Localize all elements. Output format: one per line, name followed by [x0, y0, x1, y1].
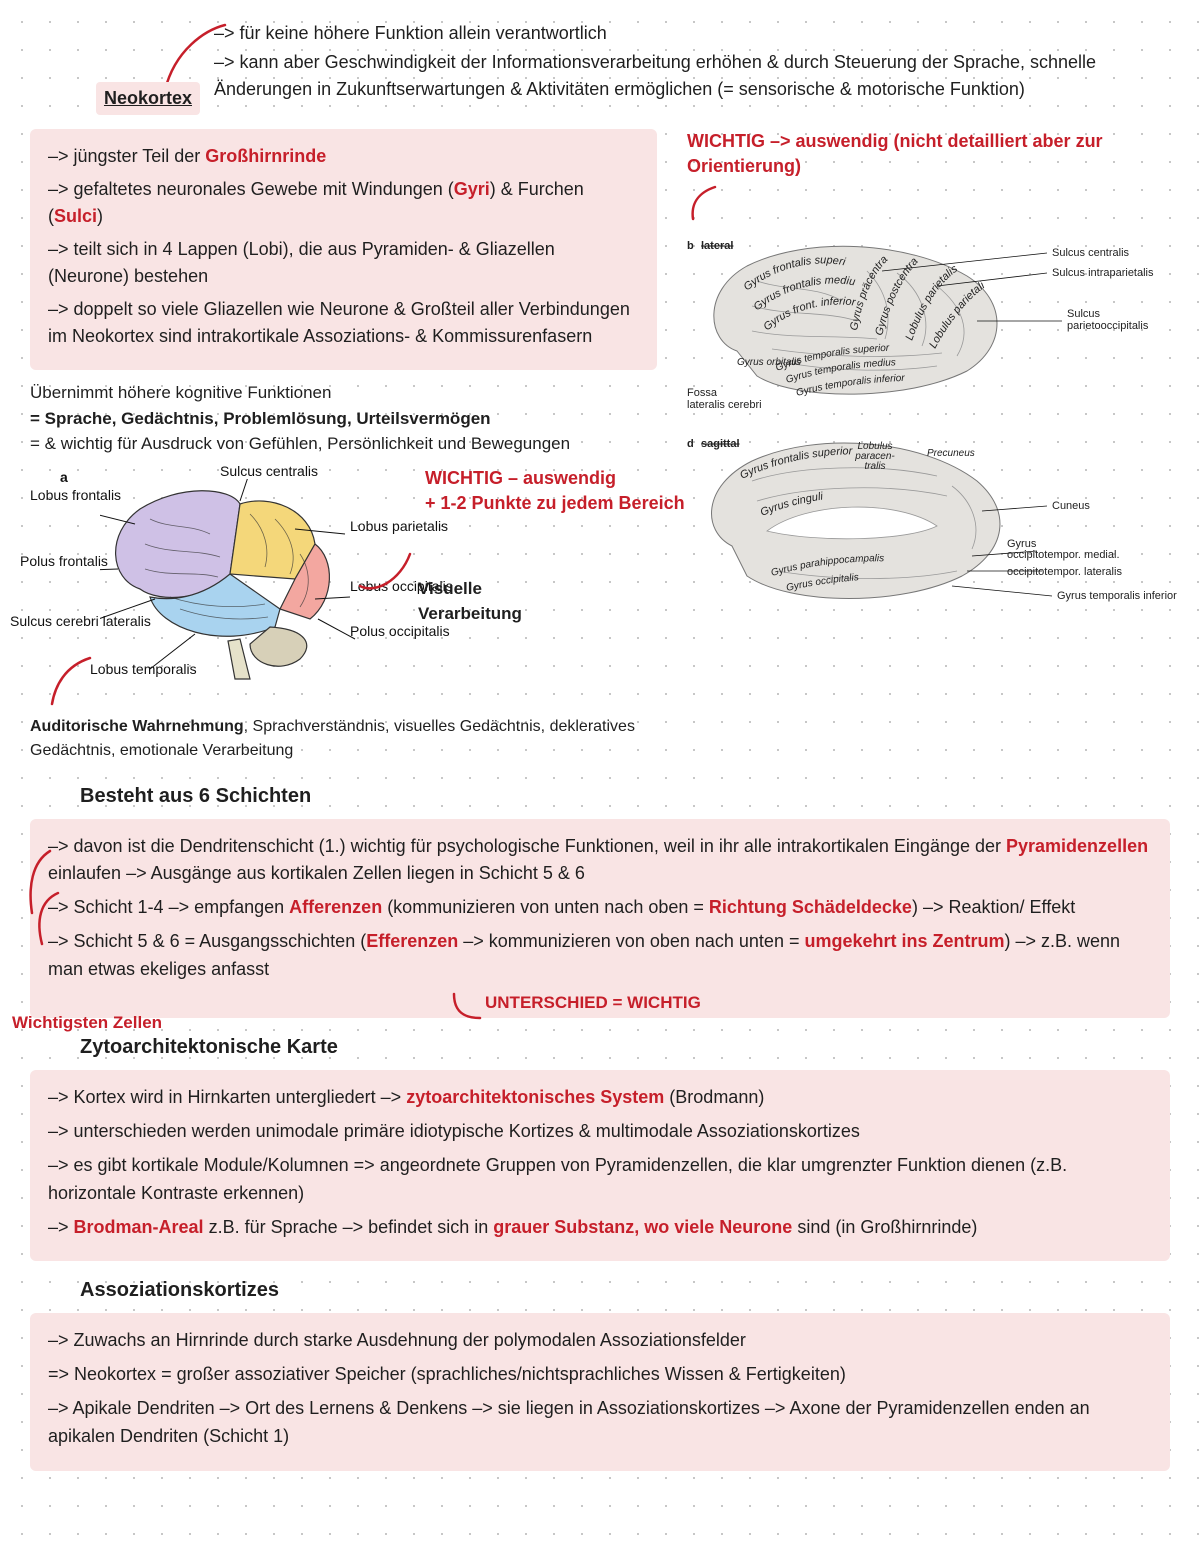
functions-block: Übernimmt höhere kognitive Funktionen = …: [30, 380, 657, 457]
svg-text:parietooccipitalis: parietooccipitalis: [1067, 320, 1149, 332]
brain-colored-diagram: a: [30, 461, 657, 711]
panel-letter-b: b: [687, 240, 694, 252]
defn-line-1: –> jüngster Teil der Großhirnrinde: [48, 143, 639, 170]
lbl-sulcus-centralis-r: Sulcus centralis: [1052, 247, 1130, 259]
cyto-line-1: –> Kortex wird in Hirnkarten untergliede…: [48, 1084, 1152, 1112]
assoc-line-3: –> Apikale Dendriten –> Ort des Lernens …: [48, 1395, 1152, 1451]
brain-lateral-svg: b lateral: [677, 231, 1187, 421]
cyto-line-3: –> es gibt kortikale Module/Kolumnen => …: [48, 1152, 1152, 1208]
lbl-lobus-frontalis: Lobus frontalis: [30, 485, 100, 506]
heading-assoc: Assoziationskortizes: [80, 1275, 1170, 1305]
defn-line-4: –> doppelt so viele Gliazellen wie Neuro…: [48, 296, 639, 350]
lbl-occipitotemp-lateralis: occipitotempor. lateralis: [1007, 566, 1122, 578]
neokortex-definition-box: –> jüngster Teil der Großhirnrinde –> ge…: [30, 129, 657, 370]
func-line-3: = & wichtig für Ausdruck von Gefühlen, P…: [30, 431, 657, 457]
lbl-occipitotemp-medial: occipitotempor. medial.: [1007, 549, 1120, 561]
layers-line-3: –> Schicht 5 & 6 = Ausgangsschichten (Ef…: [48, 928, 1152, 984]
layers-line-2: –> Schicht 1-4 –> empfangen Afferenzen (…: [48, 894, 1152, 922]
lbl-fossa-lateralis: Fossa: [687, 387, 718, 399]
brainstem: [228, 639, 250, 679]
assoc-box: –> Zuwachs an Hirnrinde durch starke Aus…: [30, 1313, 1170, 1471]
assoc-line-2: => Neokortex = großer assoziativer Speic…: [48, 1361, 1152, 1389]
lbl-polus-frontalis: Polus frontalis: [20, 551, 90, 572]
lbl-lobus-occipitalis: Lobus occipitalis: [350, 576, 420, 597]
top-bullet-2: –> kann aber Geschwindigkeit der Informa…: [214, 49, 1170, 103]
lbl-sulcus-cerebri-lateralis: Sulcus cerebri lateralis: [10, 611, 110, 632]
left-column: –> jüngster Teil der Großhirnrinde –> ge…: [30, 129, 657, 767]
lbl-cuneus: Cuneus: [1052, 500, 1090, 512]
lbl-sulcus-parietooccipitalis: Sulcus: [1067, 308, 1101, 320]
top-row: Neokortex –> für keine höhere Funktion a…: [30, 20, 1170, 115]
right-important-header: WICHTIG –> auswendig (nicht detailliert …: [687, 129, 1187, 179]
svg-text:lateralis cerebri: lateralis cerebri: [687, 399, 762, 411]
neokortex-label: Neokortex: [96, 82, 200, 115]
top-bullet-1: –> für keine höhere Funktion allein vera…: [214, 20, 1170, 47]
view-name-sagittal: sagittal: [701, 438, 740, 450]
defn-line-3: –> teilt sich in 4 Lappen (Lobi), die au…: [48, 236, 639, 290]
lbl-gyrus-temporalis-inferior: Gyrus temporalis inferior: [1057, 590, 1177, 602]
important-left-note: WICHTIG – auswendig + 1-2 Punkte zu jede…: [425, 466, 685, 516]
cyto-line-2: –> unterschieden werden unimodale primär…: [48, 1118, 1152, 1146]
assoc-line-1: –> Zuwachs an Hirnrinde durch starke Aus…: [48, 1327, 1152, 1355]
func-line-1: Übernimmt höhere kognitive Funktionen: [30, 380, 657, 406]
visual-processing-label: Visuelle Verarbeitung: [418, 576, 522, 627]
cyto-line-4: –> Brodman-Areal z.B. für Sprache –> bef…: [48, 1214, 1152, 1242]
heading-zytoarch: Zytoarchitektonische Karte: [80, 1032, 1170, 1062]
top-bullets: –> für keine höhere Funktion allein vera…: [214, 20, 1170, 105]
svg-text:Precuneus: Precuneus: [927, 448, 975, 459]
lbl-polus-occipitalis: Polus occipitalis: [350, 621, 420, 642]
brain-lateral-grey: b lateral: [677, 231, 1187, 421]
layers-box: –> davon ist die Dendritenschicht (1.) w…: [30, 819, 1170, 1018]
ann-unterschied-wichtig: UNTERSCHIED = WICHTIG: [485, 990, 701, 1016]
defn-line-2: –> gefaltetes neuronales Gewebe mit Wind…: [48, 176, 639, 230]
brain-sagittal-svg: d sagittal Cuneus Gyrus: [677, 431, 1187, 621]
right-column: WICHTIG –> auswendig (nicht detailliert …: [677, 129, 1187, 767]
two-column-area: –> jüngster Teil der Großhirnrinde –> ge…: [30, 129, 1170, 767]
cyto-box: –> Kortex wird in Hirnkarten untergliede…: [30, 1070, 1170, 1261]
heading-6-schichten: Besteht aus 6 Schichten: [80, 781, 1170, 811]
lbl-lobus-temporalis: Lobus temporalis: [90, 659, 197, 680]
view-name-lateral: lateral: [701, 240, 733, 252]
neokortex-label-wrap: Neokortex: [30, 20, 204, 115]
func-line-2: = Sprache, Gedächtnis, Problemlösung, Ur…: [30, 406, 657, 432]
ann-wichtigsten-zellen: Wichtigsten Zellen: [12, 1010, 162, 1036]
brain-colored-svg: [100, 479, 360, 689]
lbl-lobus-parietalis: Lobus parietalis: [350, 516, 420, 537]
curve-right-header: [687, 185, 727, 221]
brain-sagittal-grey: d sagittal Cuneus Gyrus: [677, 431, 1187, 621]
svg-text:Gyrus orbitalis: Gyrus orbitalis: [737, 357, 801, 368]
svg-text:tralis: tralis: [864, 461, 885, 472]
lbl-sulcus-intraparietalis: Sulcus intraparietalis: [1052, 267, 1154, 279]
auditory-block: Auditorische Wahrnehmung, Sprachverständ…: [30, 715, 657, 763]
layers-line-1: –> davon ist die Dendritenschicht (1.) w…: [48, 833, 1152, 889]
lbl-sulcus-centralis: Sulcus centralis: [220, 461, 318, 482]
curve-unterschied: [450, 992, 484, 1022]
panel-letter-d: d: [687, 438, 694, 450]
